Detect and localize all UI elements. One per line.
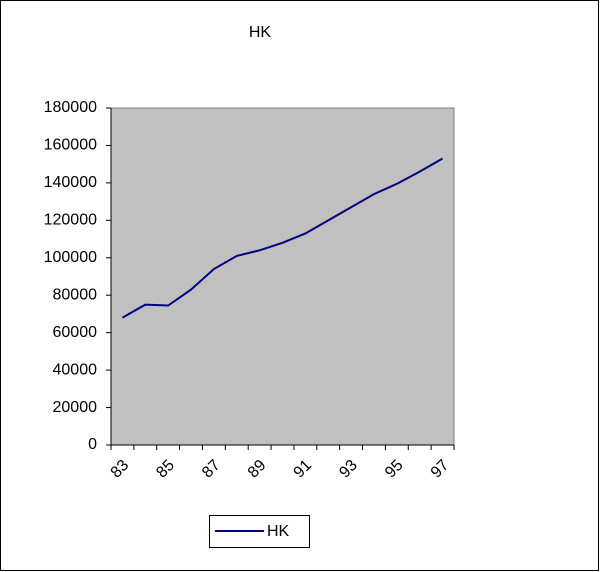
y-tick-label: 140000 — [44, 174, 97, 191]
chart-title: HK — [249, 24, 272, 41]
legend-label: HK — [267, 523, 290, 540]
y-tick-label: 180000 — [44, 99, 97, 116]
y-tick-label: 0 — [88, 436, 97, 453]
y-tick-label: 60000 — [53, 324, 98, 341]
y-tick-label: 80000 — [53, 286, 98, 303]
y-tick-label: 100000 — [44, 249, 97, 266]
y-tick-label: 20000 — [53, 399, 98, 416]
y-tick-label: 160000 — [44, 137, 97, 154]
line-series — [121, 157, 444, 319]
y-tick-label: 120000 — [44, 212, 97, 229]
plot-area — [110, 107, 455, 446]
y-tick-label: 40000 — [53, 361, 98, 378]
